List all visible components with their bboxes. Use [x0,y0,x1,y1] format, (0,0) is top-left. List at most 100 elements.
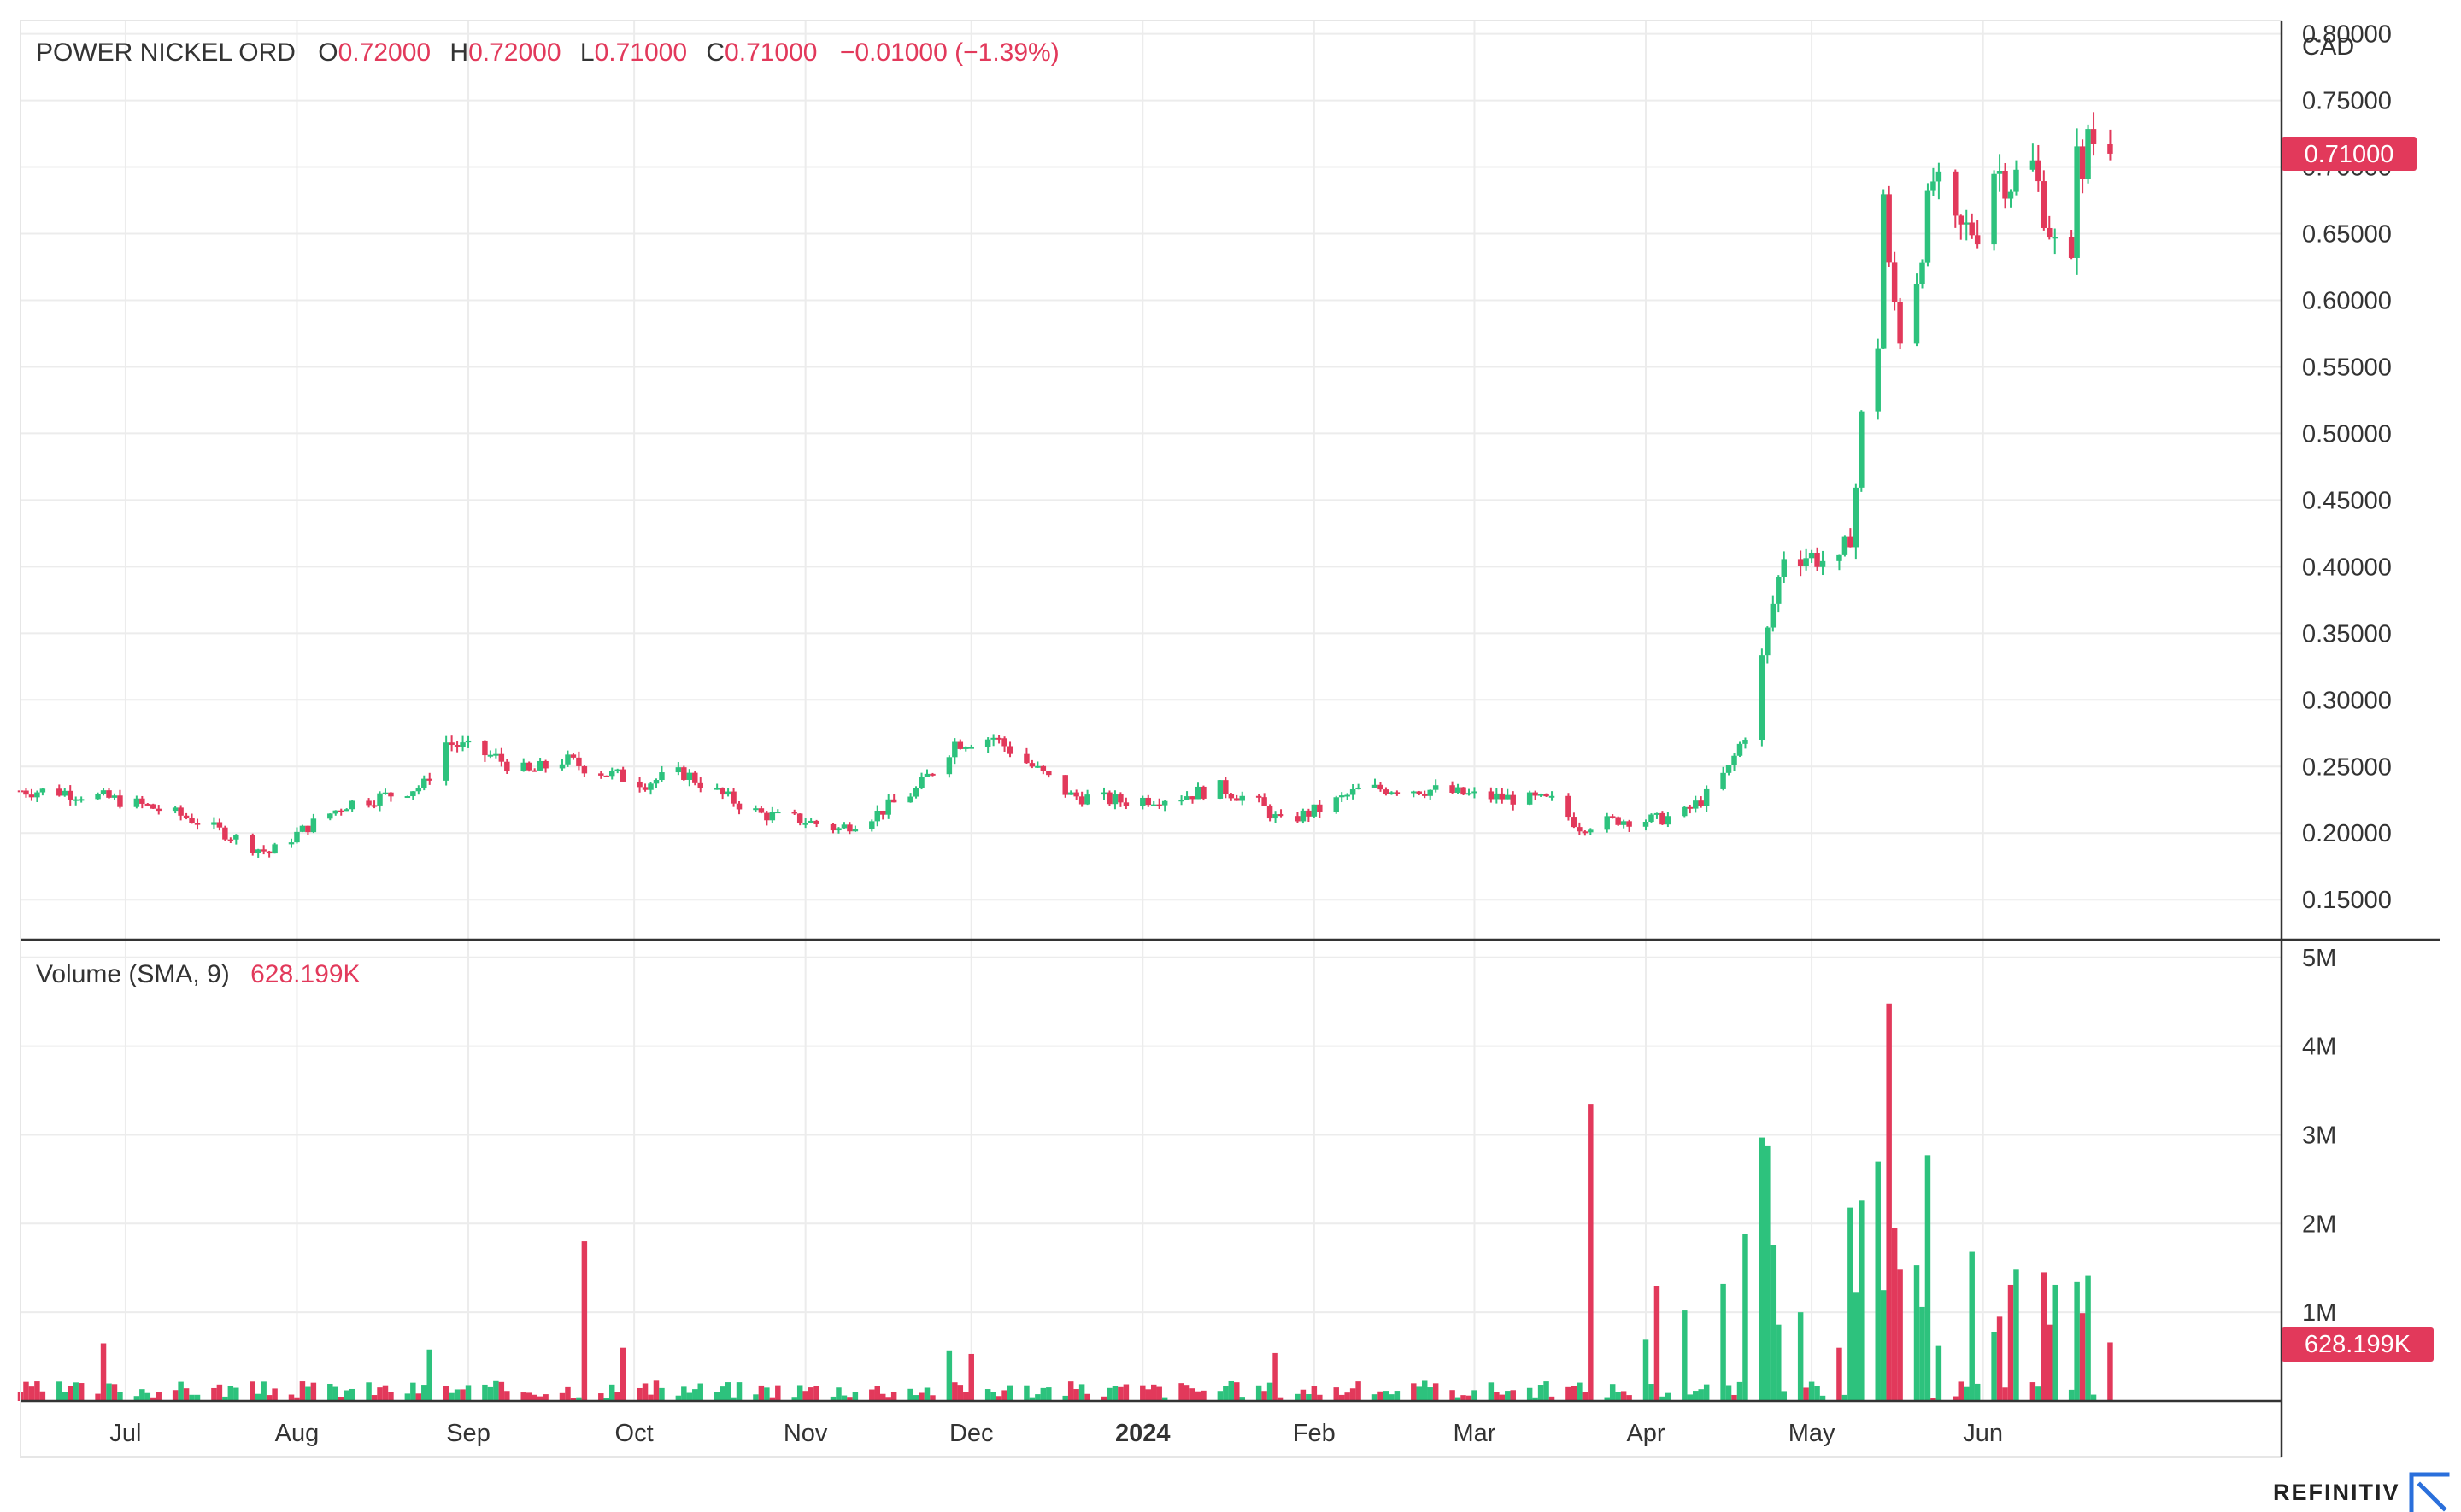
candle-body [1731,755,1737,765]
candle-body [731,791,737,804]
candle-body [764,812,770,821]
volume-bar [1112,1386,1119,1401]
volume-bar [1416,1386,1423,1401]
volume-bar [1765,1145,1771,1401]
candle-body [791,812,797,814]
volume-bar [963,1392,969,1401]
volume-bar [1349,1388,1356,1401]
candle-body [836,828,842,831]
volume-bar [250,1381,255,1401]
candle-body [1344,794,1350,797]
candle-body [1449,785,1455,793]
volume-bar [1891,1228,1898,1401]
volume-bar [1394,1391,1401,1401]
volume-bar [648,1394,654,1401]
candle-body [222,827,228,840]
candle-body [686,772,693,780]
candle-body [288,842,295,845]
high-label: H [449,38,468,67]
candle-body [620,769,626,782]
candle-body [642,787,649,790]
volume-bar [907,1388,913,1401]
candle-body [1974,235,1981,245]
volume-bar [990,1392,996,1401]
volume-bar [344,1390,349,1401]
candle-body [1698,800,1704,806]
candle-body [736,803,743,810]
time-tick-label: Sep [446,1420,490,1447]
volume-bar [802,1391,808,1401]
volume-bar [1969,1251,1975,1401]
volume-bar [1449,1390,1455,1401]
candle-body [34,792,40,798]
volume-bar [1338,1394,1345,1401]
candle-body [913,788,919,797]
candle-body [1234,798,1240,801]
candle-body [874,810,880,822]
candle-body [637,781,643,788]
candle-body [1665,816,1671,825]
price-tick-label: 0.30000 [2302,687,2392,714]
volume-bar [156,1392,162,1401]
volume-bar [2074,1281,2080,1401]
volume-bar [720,1386,725,1401]
price-tick-label: 0.55000 [2302,354,2392,381]
volume-bar [1736,1381,1743,1401]
volume-bar [1698,1389,1704,1401]
symbol-name: POWER NICKEL ORD [36,38,296,67]
candle-body [720,788,725,795]
volume-bar [1156,1386,1162,1401]
candle-body [73,799,79,801]
volume-bar [813,1386,819,1401]
candle-body [410,791,416,797]
volume-tick-label: 5M [2302,945,2336,972]
candle-body [813,820,819,824]
volume-bar [1140,1385,1146,1401]
candle-body [532,770,537,772]
candle-body [2068,237,2075,258]
candle-body [415,787,422,792]
candle-body [919,777,925,788]
candle-body [1488,791,1495,800]
candle-body [2029,160,2036,170]
volume-bar [56,1381,62,1401]
candle-body [559,764,566,769]
volume-bar [653,1380,660,1401]
candle-body [869,821,875,829]
volume-bar [598,1393,604,1401]
candle-body [1759,655,1765,741]
candle-body [802,823,808,825]
candle-body [1300,810,1307,822]
volume-bar [266,1395,273,1401]
candle-body [1123,802,1130,806]
volume-bar [1411,1383,1417,1401]
volume-bar [686,1392,693,1401]
candle-body [990,737,996,740]
time-tick-label: Feb [1293,1420,1336,1447]
volume-bar [1880,1290,1887,1401]
volume-bar [1255,1385,1262,1401]
volume-bar [2013,1269,2019,1401]
volume-bar [349,1388,355,1401]
volume-bar [1974,1383,1981,1401]
candle-body [449,742,455,746]
volume-bar [1693,1391,1699,1401]
volume-bar [1548,1396,1555,1401]
candle-body [968,747,974,749]
candle-body [1107,792,1113,805]
volume-bar [1317,1394,1323,1401]
volume-bar [957,1385,964,1401]
candle-body [1720,772,1726,789]
plot-border [20,20,2282,1458]
candle-body [233,835,239,840]
candle-body [1886,194,1892,263]
volume-bar [1930,1398,1936,1401]
volume-bar [1239,1397,1245,1401]
candle-body [388,792,394,797]
price-tick-label: 0.35000 [2302,620,2392,648]
candle-body [659,772,665,781]
candle-body [907,796,913,803]
time-tick-label: Apr [1626,1420,1665,1447]
volume-bar [1609,1384,1616,1401]
volume-bar [2090,1394,2097,1401]
